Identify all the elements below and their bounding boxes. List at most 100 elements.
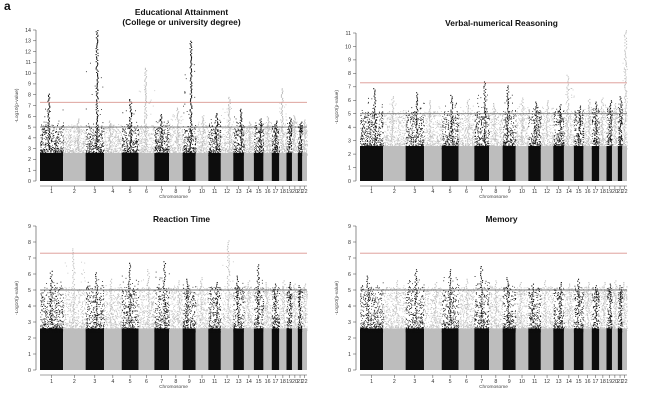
- y-tick-label: 10: [25, 71, 31, 77]
- y-tick-label: 3: [348, 138, 351, 144]
- chromosome-sparse-points: [233, 116, 245, 135]
- chromosome-snp-points: [591, 287, 600, 333]
- chromosome-sparse-points: [617, 289, 623, 301]
- chromosome-tick-label: 17: [273, 379, 279, 385]
- chromosome-band: [297, 328, 303, 370]
- chromosome-band: [617, 328, 623, 370]
- chromosome-tick-label: 4: [111, 379, 114, 385]
- chromosome-sparse-points: [591, 108, 600, 123]
- peak-snp-column: [587, 98, 591, 142]
- peak-snp-column: [239, 108, 243, 150]
- chromosome-band: [63, 152, 86, 181]
- chromosome-tick-label: 22: [302, 379, 308, 385]
- chromosome-snp-points: [564, 288, 575, 333]
- chromosome-snp-points: [279, 125, 288, 156]
- chromosome-snp-points: [233, 124, 245, 156]
- chromosome-tick-label: 15: [576, 379, 582, 385]
- chromosome-snp-points: [441, 286, 460, 333]
- chromosome-band: [182, 152, 196, 181]
- peak-snp-column: [493, 102, 497, 142]
- y-tick-label: 7: [28, 256, 31, 262]
- peak-snp-column: [236, 275, 240, 324]
- y-tick-label: 11: [26, 60, 32, 66]
- chromosome-tick-label: 3: [93, 379, 96, 385]
- chromosome-tick-label: 22: [622, 379, 628, 385]
- chromosome-band: [441, 328, 459, 370]
- chromosome-band: [540, 328, 554, 370]
- chromosome-tick-label: 5: [449, 189, 452, 195]
- chromosome-snp-points: [138, 287, 156, 333]
- chromosome-snp-points: [583, 111, 593, 150]
- peak-snp-column: [215, 113, 219, 150]
- peak-snp-column: [391, 96, 395, 142]
- chromosome-tick-label: 9: [508, 189, 511, 195]
- chromosome-snp-points: [383, 111, 407, 150]
- y-tick-label: 5: [28, 125, 31, 131]
- chromosome-tick-label: 9: [188, 189, 191, 195]
- chromosome-tick-label: 1: [370, 379, 373, 385]
- y-tick-label: 6: [348, 98, 351, 104]
- peak-snp-column: [594, 101, 598, 142]
- y-axis-label: -Log10(p-value): [334, 281, 340, 315]
- peak-snp-column: [108, 120, 112, 150]
- chromosome-tick-label: 16: [265, 189, 271, 195]
- y-tick-label: 3: [28, 320, 31, 326]
- peak-snp-column: [609, 100, 613, 142]
- chromosome-tick-label: 5: [129, 379, 132, 385]
- chromosome-snp-points: [474, 286, 490, 333]
- chromosome-sparse-points: [541, 286, 555, 301]
- y-tick-label: 4: [28, 136, 31, 142]
- y-tick-label: 3: [28, 146, 31, 152]
- chromosome-sparse-points: [222, 260, 234, 300]
- chromosome-sparse-points: [362, 282, 384, 300]
- chromosome-tick-label: 1: [50, 189, 53, 195]
- chromosome-snp-points: [489, 111, 504, 150]
- chromosome-sparse-points: [43, 280, 63, 301]
- chromosome-band: [474, 328, 490, 370]
- chromosome-band: [489, 146, 503, 181]
- chromosome-snp-points: [297, 124, 303, 156]
- chromosome-tick-label: 4: [111, 189, 114, 195]
- chromosome-snp-points: [502, 111, 517, 150]
- chromosome-sparse-points: [279, 286, 288, 301]
- chromosome-snp-points: [606, 111, 613, 150]
- chromosome-band: [515, 328, 529, 370]
- chromosome-snp-points: [208, 286, 222, 333]
- chromosome-sparse-points: [85, 62, 104, 134]
- y-tick-label: 7: [28, 103, 31, 109]
- chromosome-band: [138, 328, 155, 370]
- peak-snp-column: [545, 100, 549, 142]
- peak-snp-column: [95, 272, 98, 324]
- chromosome-band: [458, 146, 475, 181]
- panel-title: Verbal-numerical Reasoning: [445, 18, 558, 28]
- chromosome-snp-points: [154, 286, 170, 333]
- chromosome-tick-label: 14: [566, 189, 572, 195]
- chromosome-band: [169, 328, 183, 370]
- y-tick-label: 1: [348, 352, 351, 358]
- chromosome-band: [195, 152, 209, 181]
- peak-snp-column: [608, 283, 612, 324]
- y-tick-label: 2: [28, 336, 31, 342]
- chromosome-sparse-points: [104, 284, 123, 300]
- chromosome-tick-label: 1: [50, 379, 53, 385]
- chromosome-band: [208, 152, 221, 181]
- chromosome-sparse-points: [606, 288, 613, 299]
- chromosome-snp-points: [154, 124, 170, 156]
- y-tick-label: 10: [345, 44, 351, 50]
- peak-snp-column: [614, 102, 618, 142]
- peak-snp-column: [534, 101, 538, 142]
- peak-snp-column: [49, 270, 53, 324]
- chromosome-tick-label: 6: [465, 189, 468, 195]
- y-tick-label: 5: [348, 288, 351, 294]
- chromosome-band: [606, 146, 612, 181]
- chromosome-band: [599, 328, 607, 370]
- chromosome-band: [208, 328, 221, 370]
- chromosome-sparse-points: [220, 107, 235, 129]
- chromosome-band: [154, 328, 170, 370]
- chromosome-band: [138, 152, 155, 181]
- chromosome-tick-label: 21: [297, 189, 303, 195]
- chromosome-tick-label: 11: [212, 379, 218, 385]
- peak-snp-column: [600, 97, 604, 142]
- chromosome-band: [103, 152, 122, 181]
